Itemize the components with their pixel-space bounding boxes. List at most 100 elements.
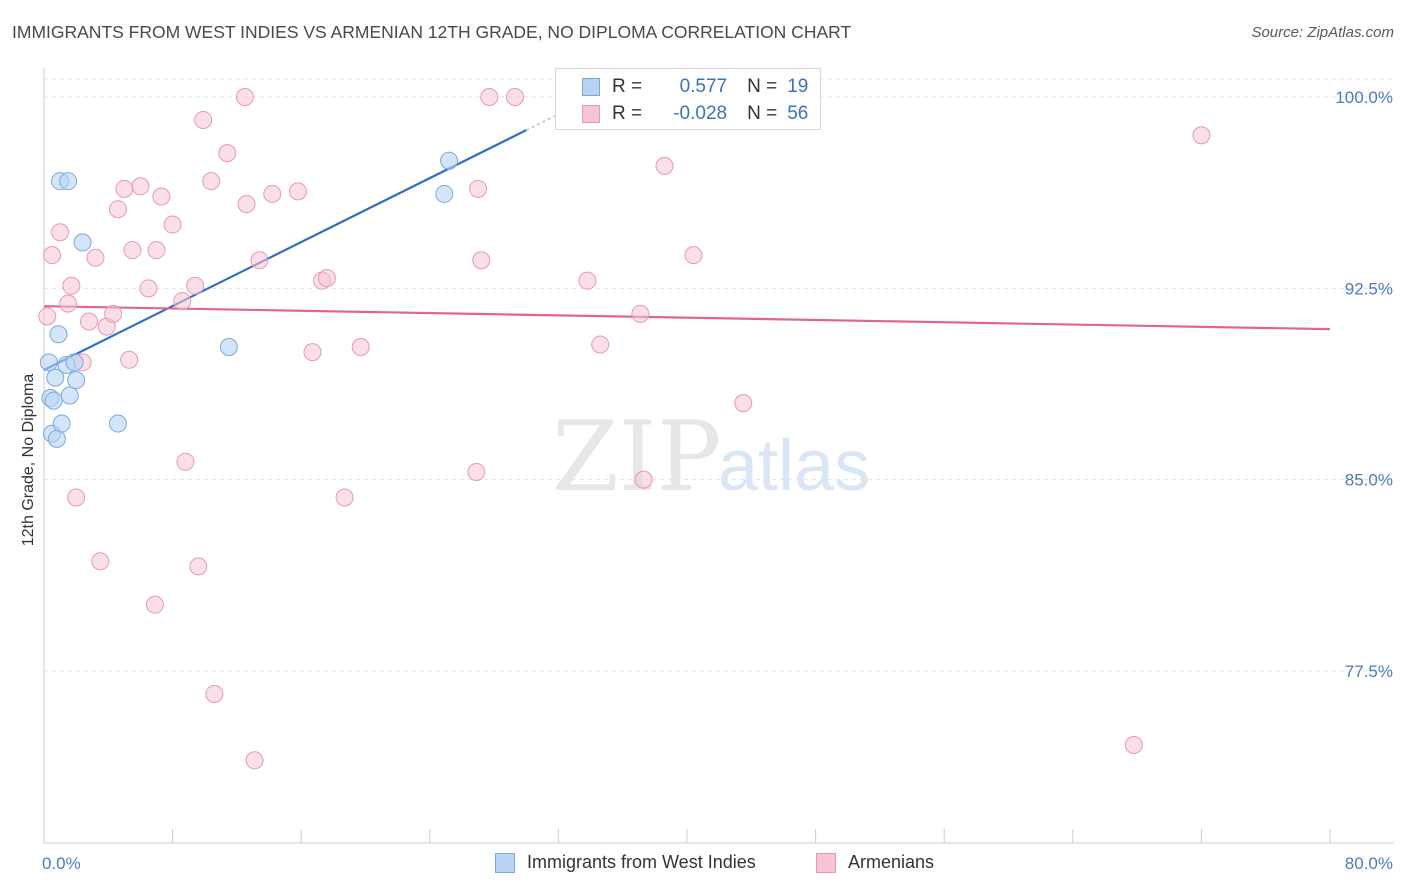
- point-armenians[interactable]: [480, 88, 499, 106]
- legend-n-label: N =: [747, 76, 778, 97]
- point-west-indies[interactable]: [44, 391, 63, 410]
- point-armenians[interactable]: [186, 276, 205, 295]
- legend-r-value: 0.577: [679, 76, 728, 97]
- legend-label-series1: Immigrants from West Indies: [527, 852, 756, 872]
- point-west-indies[interactable]: [39, 353, 58, 372]
- point-armenians[interactable]: [245, 751, 264, 770]
- point-armenians[interactable]: [218, 144, 237, 163]
- y-tick-label: 77.5%: [1345, 662, 1393, 681]
- point-armenians[interactable]: [131, 177, 150, 196]
- point-armenians[interactable]: [120, 350, 139, 369]
- chart-title: IMMIGRANTS FROM WEST INDIES VS ARMENIAN …: [12, 22, 852, 42]
- point-armenians[interactable]: [1124, 735, 1143, 754]
- point-armenians[interactable]: [108, 200, 127, 219]
- point-armenians[interactable]: [317, 269, 336, 288]
- y-tick-label: 85.0%: [1345, 471, 1393, 490]
- legend-label-series2: Armenians: [848, 852, 935, 872]
- point-armenians[interactable]: [591, 335, 610, 354]
- x-tick-label-min: 0.0%: [42, 854, 81, 873]
- legend-n-value: 56: [787, 103, 809, 124]
- trend-lines: [43, 105, 1331, 371]
- gridlines: [44, 78, 1394, 672]
- point-armenians[interactable]: [467, 463, 486, 482]
- point-armenians[interactable]: [176, 452, 195, 471]
- legend-row-series1: R = 0.577 N = 19: [556, 74, 808, 100]
- point-armenians[interactable]: [634, 470, 653, 489]
- x-tick-label-max: 80.0%: [1345, 854, 1393, 873]
- legend-r-value: -0.028: [673, 103, 728, 124]
- point-armenians[interactable]: [173, 292, 192, 311]
- point-armenians[interactable]: [303, 343, 322, 362]
- point-armenians[interactable]: [145, 595, 164, 614]
- stats-legend: R = 0.577 N = 19 R = -0.028 N = 56: [555, 68, 821, 130]
- point-west-indies[interactable]: [59, 172, 78, 191]
- series-legend: Immigrants from West Indies Armenians: [0, 852, 1406, 878]
- point-west-indies[interactable]: [46, 368, 65, 387]
- point-armenians[interactable]: [62, 276, 81, 295]
- point-armenians[interactable]: [51, 223, 70, 242]
- point-armenians[interactable]: [38, 307, 57, 326]
- point-armenians[interactable]: [734, 394, 753, 413]
- point-west-indies[interactable]: [60, 386, 79, 405]
- point-armenians[interactable]: [115, 179, 134, 198]
- point-west-indies[interactable]: [219, 338, 238, 357]
- point-armenians[interactable]: [655, 156, 674, 175]
- point-west-indies[interactable]: [47, 429, 66, 448]
- point-armenians[interactable]: [189, 557, 208, 576]
- point-armenians[interactable]: [263, 184, 282, 203]
- data-points: [38, 88, 1211, 770]
- point-armenians[interactable]: [631, 304, 650, 323]
- point-armenians[interactable]: [194, 110, 213, 129]
- point-armenians[interactable]: [351, 338, 370, 357]
- point-armenians[interactable]: [237, 195, 256, 214]
- point-armenians[interactable]: [205, 684, 224, 703]
- point-armenians[interactable]: [80, 312, 99, 331]
- legend-swatch-series2: [582, 105, 600, 123]
- legend-n-label: N =: [747, 103, 778, 124]
- legend-swatch-series1: [495, 852, 515, 873]
- point-armenians[interactable]: [123, 241, 142, 260]
- point-armenians[interactable]: [59, 294, 78, 313]
- point-west-indies[interactable]: [65, 353, 84, 372]
- watermark-zip: ZIP: [552, 401, 721, 513]
- point-west-indies[interactable]: [73, 233, 92, 252]
- point-armenians[interactable]: [505, 88, 524, 106]
- trend-line-west-indies: [43, 129, 527, 371]
- point-armenians[interactable]: [91, 552, 110, 571]
- legend-item-series1[interactable]: Immigrants from West Indies: [495, 852, 756, 873]
- point-west-indies[interactable]: [440, 151, 459, 170]
- point-armenians[interactable]: [202, 172, 221, 191]
- legend-swatch-series1: [582, 78, 600, 96]
- legend-item-series2[interactable]: Armenians: [816, 852, 934, 873]
- point-west-indies[interactable]: [49, 325, 68, 344]
- point-armenians[interactable]: [163, 215, 182, 234]
- point-armenians[interactable]: [139, 279, 158, 298]
- point-west-indies[interactable]: [52, 414, 71, 433]
- point-armenians[interactable]: [335, 488, 354, 507]
- point-west-indies[interactable]: [108, 414, 127, 433]
- point-west-indies[interactable]: [435, 184, 454, 203]
- source-label: Source: ZipAtlas.com: [1251, 24, 1394, 41]
- point-armenians[interactable]: [235, 88, 254, 106]
- point-west-indies[interactable]: [67, 371, 86, 390]
- point-armenians[interactable]: [472, 251, 491, 270]
- point-armenians[interactable]: [578, 271, 597, 290]
- point-armenians[interactable]: [104, 304, 123, 323]
- y-axis-title: 12th Grade, No Diploma: [20, 374, 37, 547]
- legend-r-label: R =: [612, 76, 643, 97]
- trend-line-armenians: [43, 305, 1331, 331]
- watermark: ZIP atlas: [552, 401, 870, 513]
- point-armenians[interactable]: [86, 248, 105, 267]
- point-armenians[interactable]: [1192, 126, 1211, 145]
- point-armenians[interactable]: [250, 251, 269, 270]
- watermark-atlas: atlas: [718, 426, 870, 506]
- y-tick-label: 92.5%: [1345, 279, 1393, 298]
- point-armenians[interactable]: [67, 488, 86, 507]
- point-armenians[interactable]: [288, 182, 307, 201]
- point-armenians[interactable]: [684, 246, 703, 265]
- point-armenians[interactable]: [147, 241, 166, 260]
- point-armenians[interactable]: [469, 179, 488, 198]
- point-armenians[interactable]: [152, 187, 171, 206]
- point-armenians[interactable]: [43, 246, 62, 265]
- legend-r-label: R =: [612, 103, 643, 124]
